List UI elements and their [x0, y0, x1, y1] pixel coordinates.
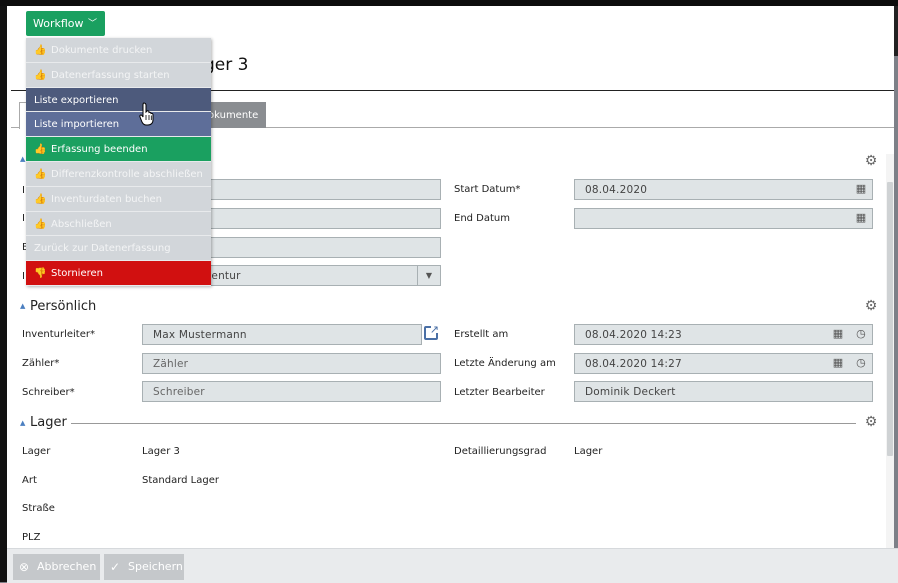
workflow-dropdown-menu: 👍 Dokumente drucken 👍 Datenerfassung start… — [26, 38, 211, 286]
cancel-label: Abbrechen — [37, 560, 97, 573]
menu-item-label: Dokumente drucken — [51, 45, 153, 56]
calendar-icon[interactable]: ▦ — [832, 327, 844, 340]
gear-icon[interactable]: ⚙ — [864, 414, 878, 430]
check-icon: ✓ — [110, 560, 121, 574]
thumbs-down-icon: 👎 — [34, 268, 47, 280]
editor-label: Letzter Bearbeiter — [454, 387, 545, 398]
manager-label: Inventurleiter* — [22, 329, 95, 340]
editor-field[interactable]: Dominik Deckert — [574, 381, 873, 402]
chevron-down-icon: ﹀ — [87, 19, 97, 29]
created-field[interactable]: 08.04.2020 14:23 ▦ ◷ — [574, 324, 873, 345]
changed-value: 08.04.2020 14:27 — [585, 358, 682, 370]
collapse-caret-icon[interactable]: ▲ — [20, 302, 26, 310]
counter-label: Zähler* — [22, 358, 60, 369]
menu-item-label: Erfassung beenden — [51, 144, 148, 156]
menu-item-back-to-capture[interactable]: Zurück zur Datenerfassung — [26, 236, 211, 262]
save-button[interactable]: ✓ Speichern — [104, 554, 184, 580]
created-value: 08.04.2020 14:23 — [585, 329, 682, 341]
created-label: Erstellt am — [454, 329, 509, 340]
art-value: Standard Lager — [142, 475, 219, 486]
plz-label: PLZ — [22, 532, 41, 543]
thumbs-up-icon: 👍 — [34, 69, 47, 81]
menu-item-export-list[interactable]: Liste exportieren — [26, 87, 211, 113]
clock-icon[interactable]: ◷ — [856, 327, 866, 340]
thumbs-up-icon: 👍 — [34, 144, 47, 156]
section-title-personal: Persönlich — [30, 299, 97, 314]
collapse-caret-icon[interactable]: ▲ — [20, 419, 26, 427]
window-left-edge — [0, 6, 7, 582]
start-date-field[interactable]: 08.04.2020 ▦ — [574, 179, 873, 200]
end-date-label: End Datum — [454, 213, 511, 224]
scrollbar-thumb[interactable] — [887, 182, 893, 456]
menu-item-start-capture[interactable]: 👍 Datenerfassung starten — [26, 63, 211, 88]
writer-label: Schreiber* — [22, 387, 75, 398]
writer-field[interactable]: Schreiber — [142, 381, 441, 402]
inventory-type-value: ventur — [205, 270, 241, 282]
thumbs-up-icon: 👍 — [34, 218, 47, 230]
menu-item-label: Datenerfassung starten — [51, 69, 170, 81]
detail-label: Detaillierungsgrad — [454, 446, 547, 457]
changed-label: Letzte Änderung am — [454, 358, 556, 369]
menu-item-label: Zurück zur Datenerfassung — [34, 243, 171, 255]
gear-icon[interactable]: ⚙ — [864, 298, 878, 314]
strasse-label: Straße — [22, 503, 55, 514]
writer-placeholder: Schreiber — [153, 386, 205, 398]
lager-value: Lager 3 — [142, 446, 180, 457]
section-title-warehouse: Lager — [30, 415, 67, 430]
menu-item-book-inventory[interactable]: 👍 Inventurdaten buchen — [26, 187, 211, 212]
menu-item-print-documents[interactable]: 👍 Dokumente drucken — [26, 38, 211, 63]
calendar-icon[interactable]: ▦ — [832, 356, 844, 369]
start-date-label: Start Datum* — [454, 184, 521, 195]
collapse-caret-icon[interactable]: ▲ — [20, 155, 26, 163]
menu-item-end-capture[interactable]: 👍 Erfassung beenden — [26, 137, 211, 162]
title-divider — [11, 90, 894, 91]
menu-item-label: Differenzkontrolle abschließen — [51, 168, 203, 180]
general-label-2: I — [22, 213, 25, 224]
thumbs-up-icon: 👍 — [34, 45, 47, 56]
general-label-4: I — [22, 271, 25, 282]
menu-item-cancel[interactable]: 👎 Stornieren — [26, 261, 211, 286]
general-label-1: I — [22, 185, 25, 196]
window-right-edge — [894, 6, 898, 56]
window-top-edge — [0, 0, 898, 6]
calendar-icon[interactable]: ▦ — [855, 182, 867, 195]
workflow-label: Workflow — [33, 17, 84, 30]
editor-value: Dominik Deckert — [585, 386, 676, 398]
changed-field[interactable]: 08.04.2020 14:27 ▦ ◷ — [574, 353, 873, 374]
counter-field[interactable]: Zähler — [142, 353, 441, 374]
select-arrow-icon[interactable]: ▼ — [417, 266, 440, 285]
lager-label: Lager — [22, 446, 51, 457]
general-label-3: B — [22, 242, 29, 253]
clock-icon[interactable]: ◷ — [856, 356, 866, 369]
menu-item-label: Liste importieren — [34, 119, 120, 131]
manager-value: Max Mustermann — [153, 329, 247, 341]
thumbs-up-icon: 👍 — [34, 193, 47, 205]
menu-item-finish-diff-control[interactable]: 👍 Differenzkontrolle abschließen — [26, 162, 211, 187]
art-label: Art — [22, 475, 37, 486]
menu-item-label: Abschließen — [51, 218, 112, 230]
hand-cursor-icon — [139, 102, 154, 126]
menu-item-label: Stornieren — [51, 268, 103, 280]
section-divider — [71, 423, 856, 424]
external-link-icon[interactable]: ↗ — [424, 324, 439, 340]
tabs-divider — [11, 127, 894, 128]
end-date-field[interactable]: ▦ — [574, 208, 873, 229]
cancel-icon: ⊗ — [19, 560, 30, 574]
save-label: Speichern — [128, 560, 183, 573]
inventory-type-select[interactable]: ventur ▼ — [142, 265, 441, 286]
detail-value: Lager — [574, 446, 603, 457]
calendar-icon[interactable]: ▦ — [855, 211, 867, 224]
menu-item-label: Liste exportieren — [34, 94, 119, 106]
manager-field[interactable]: Max Mustermann — [142, 324, 422, 345]
thumbs-up-icon: 👍 — [34, 168, 47, 180]
menu-item-label: Inventurdaten buchen — [51, 193, 162, 205]
page-title: ger 3 — [204, 55, 249, 75]
menu-item-import-list[interactable]: Liste importieren — [26, 112, 211, 138]
workflow-button[interactable]: Workflow ﹀ — [26, 11, 105, 36]
gear-icon[interactable]: ⚙ — [864, 153, 878, 169]
menu-item-finish[interactable]: 👍 Abschließen — [26, 212, 211, 237]
cancel-button[interactable]: ⊗ Abbrechen — [13, 554, 100, 580]
start-date-value: 08.04.2020 — [585, 184, 648, 196]
counter-placeholder: Zähler — [153, 358, 189, 370]
